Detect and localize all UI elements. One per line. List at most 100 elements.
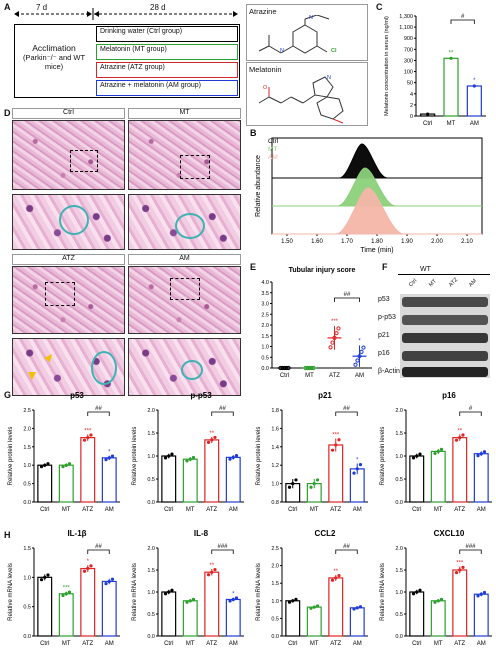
panel-label-h: H [4,530,11,540]
point-mt [309,485,313,489]
panel-label-b: B [250,128,257,138]
point-atz [206,573,211,577]
wb-lane-ctrl: Ctrl [408,277,419,289]
point-am [482,590,487,595]
y-tick-label: 1.5 [395,568,403,574]
y-tick-label: 0.5 [395,612,403,618]
x-tick-label: ATZ [82,641,93,647]
panel-label-g: G [4,390,12,400]
acclimation-line3: mice) [44,62,64,71]
y-tick-label: 0.0 [261,366,269,372]
x-tick-label: Ctrl [412,507,421,513]
y-tick-label: 0.5 [23,482,31,488]
y-tick-label: 1.5 [147,568,155,574]
y-tick-label: 700 [404,47,413,53]
sig-bracket [459,549,482,554]
point-ctrl [163,592,168,596]
sig-label: ** [333,569,338,575]
point-atz [454,438,459,442]
bar-atz [80,567,96,637]
histo-mt-overview [128,120,241,190]
y-tick-label: 1.0 [271,482,279,488]
point-atz [330,340,335,345]
y-tick-label: 0.0 [147,500,155,506]
point-mt [191,455,196,460]
y-tick-label: 1.5 [147,431,155,437]
sig-label: *** [63,586,71,592]
bar-atz [204,439,220,503]
chart-title: CCL2 [315,530,336,538]
y-tick-label: 3.5 [261,291,269,297]
acclimation-text: Acclimation (Parkin⁻/⁻ and WT mice) [16,44,92,72]
x-tick-label: 1.70 [341,239,353,245]
y-tick-label: 0.0 [271,634,279,640]
point-ctrl [39,578,44,582]
histo-title-am: AM [128,254,241,265]
point-mt [315,478,320,482]
bar-ctrl [37,576,53,637]
x-tick-label: ATZ [206,507,217,513]
legend-mt: MT [268,146,278,153]
y-axis-label: Relative mRNA levels [8,563,14,621]
point-ctrl [287,600,292,604]
y-tick-label: 1.8 [271,408,279,414]
y-tick-label: 1.0 [271,599,279,605]
point-mt [315,604,320,608]
design-frame [14,24,240,98]
bar-ctrl [37,464,53,503]
melatonin-structure: Melatonin N O [246,62,368,126]
chart-g: p53 0.0 0.5 1.0 1.5 2.0 2.5 Relative protein le… [8,392,492,513]
y-tick-label: 0.5 [147,477,155,483]
point-am [234,596,239,600]
point-ctrl [46,462,50,466]
y-axis-label: Relative mRNA levels [380,563,386,621]
y-tick-label: 2.0 [395,546,403,552]
chart-title: CXCL10 [434,530,465,538]
x-tick-label: Ctrl [288,641,297,647]
point-atz [461,565,465,569]
y-axis-label: Relative protein levels [132,427,138,486]
bar-am [101,580,117,637]
y-tick-label: 2.0 [147,408,155,414]
y-tick-label: 4.0 [261,280,269,286]
point-mt [303,365,308,371]
x-tick-label: MT [62,641,71,647]
bar-ctrl [409,591,425,637]
point-atz [82,438,87,442]
y-tick-label: 50 [407,81,413,87]
point-mt [305,365,310,371]
legend-am: AM [268,154,278,161]
y-tick-label: 1.0 [23,463,31,469]
point-am [472,84,476,88]
peak-am [272,187,482,235]
y-tick-label: 1.5 [23,445,31,451]
bar-atz [328,444,344,503]
group-ctrl: Drinking water (Ctrl group) [96,26,238,42]
bar-mt [182,458,198,503]
point-ctrl [411,592,416,596]
sig-am: * [473,78,476,84]
y-tick-label: 2.0 [271,564,279,570]
bar-atz [328,577,344,637]
sig-label: ** [457,428,462,434]
wb-wt-label: WT [420,266,431,273]
panel-label-d: D [4,108,11,118]
histo-am-zoom [128,338,241,396]
x-tick-label: AM [470,121,479,126]
sig-top: ## [95,544,102,550]
point-mt [311,365,316,371]
point-mt [67,462,72,466]
point-ctrl [287,485,292,489]
sig-bracket [334,297,360,302]
sig-top: ## [95,406,102,412]
x-tick-label: 2.00 [431,239,443,245]
point-am [358,605,363,609]
wb-row-actin: β-Actin [378,368,400,375]
sig-label: * [356,458,359,464]
x-tick-label: AM [477,641,486,647]
bar-mt [443,57,459,117]
point-ctrl [39,465,44,469]
sig-bracket [211,549,234,554]
atrazine-cl: Cl [331,48,337,54]
y-tick-label: 0.0 [147,634,155,640]
